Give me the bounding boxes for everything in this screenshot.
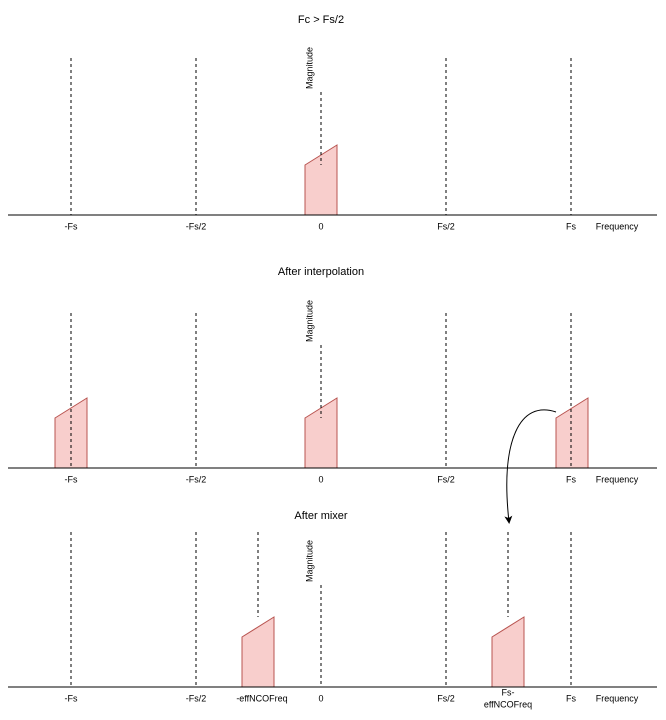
tick-label: Fs — [566, 693, 576, 703]
tick-label: effNCOFreq — [484, 699, 532, 709]
spectrum — [304, 397, 338, 469]
tick-label: -Fs — [65, 221, 78, 231]
tick-label: 0 — [318, 221, 323, 231]
y-axis-label: Magnitude — [304, 540, 314, 582]
spectrum — [241, 616, 275, 688]
tick-label: 0 — [318, 693, 323, 703]
x-axis-label: Frequency — [596, 693, 639, 703]
y-axis-label: Magnitude — [304, 47, 314, 89]
tick-label: -Fs/2 — [186, 221, 207, 231]
tick-label: -Fs/2 — [186, 693, 207, 703]
tick-label: 0 — [318, 474, 323, 484]
tick-label: -effNCOFreq — [236, 693, 287, 703]
y-axis-label: Magnitude — [304, 300, 314, 342]
tick-label: Fs/2 — [437, 221, 455, 231]
spectrum — [304, 144, 338, 216]
panel-title: After mixer — [294, 510, 348, 522]
tick-label: Fs — [566, 474, 576, 484]
tick-label: Fs/2 — [437, 474, 455, 484]
spectrum — [491, 616, 525, 688]
x-axis-label: Frequency — [596, 221, 639, 231]
tick-label: -Fs — [65, 693, 78, 703]
tick-label: -Fs — [65, 474, 78, 484]
x-axis-label: Frequency — [596, 474, 639, 484]
tick-label: -Fs/2 — [186, 474, 207, 484]
panel-title: Fc > Fs/2 — [298, 14, 344, 26]
tick-label: Fs- — [502, 687, 515, 697]
tick-label: Fs/2 — [437, 693, 455, 703]
tick-label: Fs — [566, 221, 576, 231]
spectrum — [555, 397, 589, 469]
shift-arrow — [504, 409, 557, 524]
panel-title: After interpolation — [278, 266, 364, 278]
